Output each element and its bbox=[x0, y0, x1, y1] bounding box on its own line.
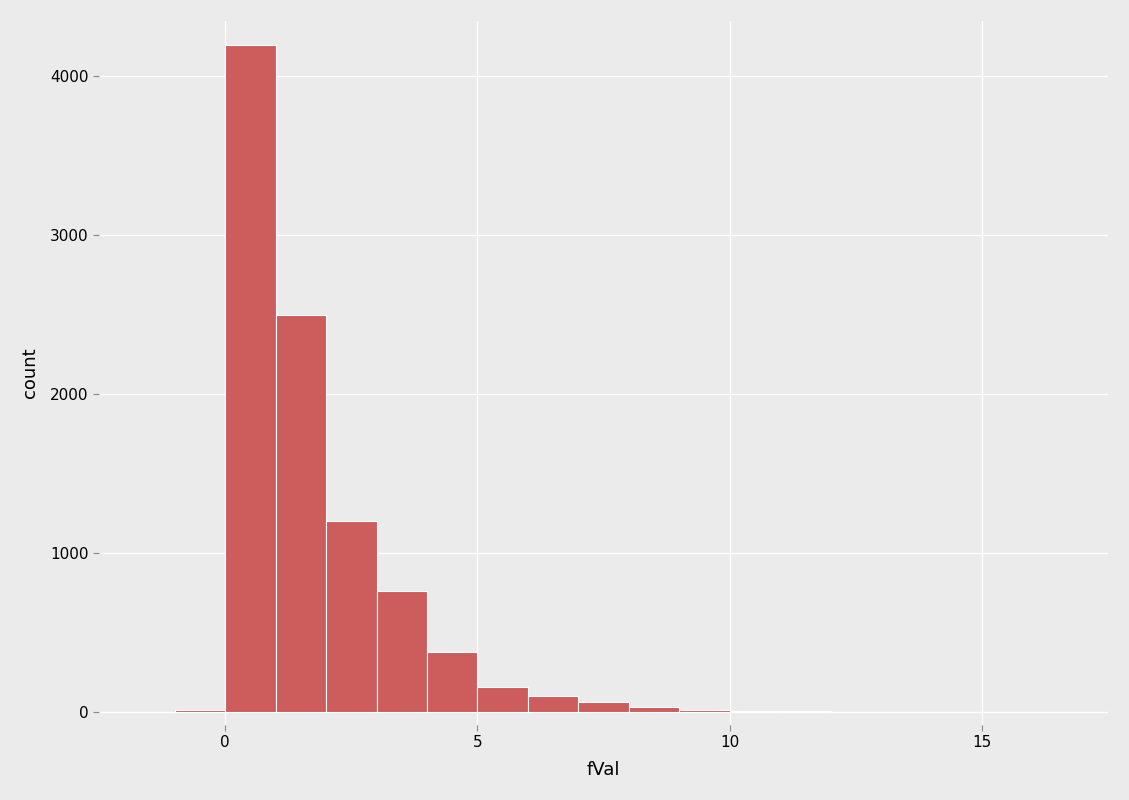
Bar bbox=[275, 314, 326, 712]
Bar bbox=[326, 522, 376, 712]
Y-axis label: count: count bbox=[20, 347, 38, 398]
Bar bbox=[680, 710, 729, 712]
Bar bbox=[729, 710, 780, 712]
Bar bbox=[478, 686, 528, 712]
Bar bbox=[528, 696, 578, 712]
Bar bbox=[427, 651, 478, 712]
Bar bbox=[629, 707, 680, 712]
X-axis label: fVal: fVal bbox=[587, 761, 620, 779]
Bar bbox=[175, 710, 225, 712]
Bar bbox=[225, 45, 275, 712]
Bar bbox=[376, 591, 427, 712]
Bar bbox=[578, 702, 629, 712]
